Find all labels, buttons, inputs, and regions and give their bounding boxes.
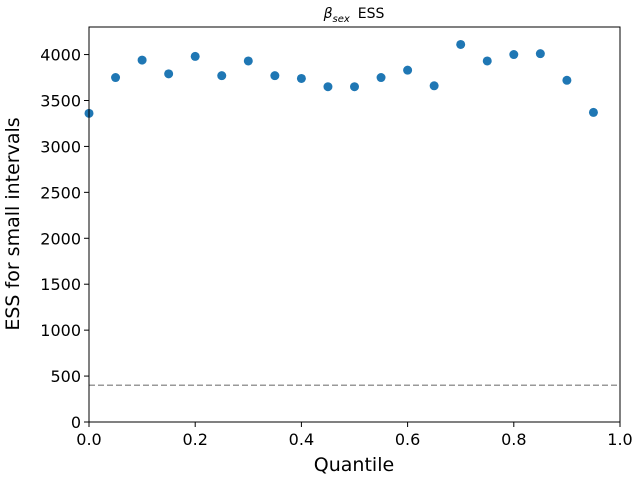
- data-point: [588, 107, 598, 117]
- data-point: [376, 73, 386, 83]
- data-point: [111, 73, 121, 83]
- title-suffix: ESS: [358, 6, 385, 22]
- data-point: [270, 71, 280, 81]
- plot-frame: [88, 26, 621, 423]
- y-tick-label: 1000: [40, 321, 81, 340]
- data-point: [456, 39, 466, 49]
- data-point: [296, 73, 306, 83]
- x-tick-label: 0.8: [501, 430, 526, 449]
- x-tick-label: 0.0: [76, 430, 101, 449]
- x-axis-title: Quantile: [314, 454, 394, 476]
- chart-title: βsex ESS: [323, 6, 385, 25]
- y-tick-label: 2000: [40, 229, 81, 248]
- y-tick-label: 500: [50, 367, 81, 386]
- data-point: [323, 82, 333, 92]
- data-point: [429, 81, 439, 91]
- y-axis-title: ESS for small intervals: [2, 117, 24, 330]
- y-tick-label: 3000: [40, 137, 81, 156]
- x-tick-label: 0.6: [395, 430, 420, 449]
- data-point: [164, 69, 174, 79]
- data-point: [350, 82, 359, 92]
- title-symbol: β: [323, 6, 333, 22]
- data-point: [217, 71, 227, 81]
- x-tick-label: 0.4: [289, 430, 314, 449]
- y-tick-label: 3500: [40, 91, 81, 110]
- axes: 0.0 0.2 0.4 0.6 0.8 1.0 0 500 1000 1500 2000 2500 30…: [40, 26, 633, 449]
- x-tick-label: 1.0: [607, 430, 632, 449]
- y-tick-label: 4000: [40, 46, 81, 65]
- data-point: [403, 65, 413, 75]
- data-point: [562, 75, 572, 85]
- data-point: [509, 50, 519, 60]
- data-point: [243, 56, 253, 66]
- data-point: [137, 55, 147, 65]
- y-tick-label: 1500: [40, 275, 81, 294]
- data-point: [482, 56, 492, 66]
- x-tick-label: 0.2: [182, 430, 207, 449]
- title-subscript: sex: [333, 14, 350, 25]
- plot-area: [84, 39, 620, 387]
- data-point: [190, 51, 200, 61]
- data-point: [535, 49, 545, 59]
- y-tick-label: 0: [71, 413, 81, 432]
- y-tick-label: 2500: [40, 183, 81, 202]
